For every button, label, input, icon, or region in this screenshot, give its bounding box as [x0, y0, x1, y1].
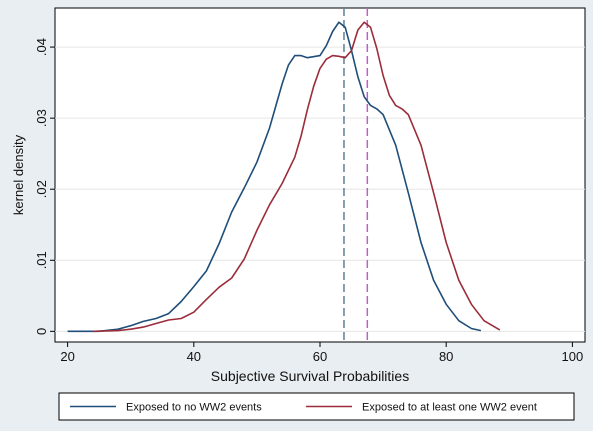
x-tick-label: 20 [60, 349, 74, 364]
series-line-1 [67, 21, 482, 333]
legend-label-1: Exposed to no WW2 events [126, 402, 262, 414]
series-lines [67, 21, 501, 333]
axes: 0 .01 .02 .03 .04 20 40 60 80 100 [34, 38, 583, 364]
x-axis-label: Subjective Survival Probabilities [211, 368, 409, 384]
x-tick-label: 80 [439, 349, 453, 364]
x-tick-label: 40 [187, 349, 201, 364]
x-tick-label: 60 [313, 349, 327, 364]
gridlines [55, 46, 585, 332]
y-tick-label: 0 [34, 328, 49, 335]
y-tick-label: .04 [34, 38, 49, 56]
y-tick-label: .01 [34, 251, 49, 269]
reference-lines [343, 8, 369, 342]
x-tick-label: 100 [562, 349, 584, 364]
legend-label-2: Exposed to at least one WW2 event [362, 402, 537, 414]
legend: Exposed to no WW2 events Exposed to at le… [58, 392, 575, 421]
y-axis-label: kernel density [11, 134, 26, 215]
y-tick-label: .03 [34, 109, 49, 127]
series-line-2 [92, 21, 501, 333]
plot-area-background [54, 7, 586, 343]
y-tick-label: .02 [34, 180, 49, 198]
